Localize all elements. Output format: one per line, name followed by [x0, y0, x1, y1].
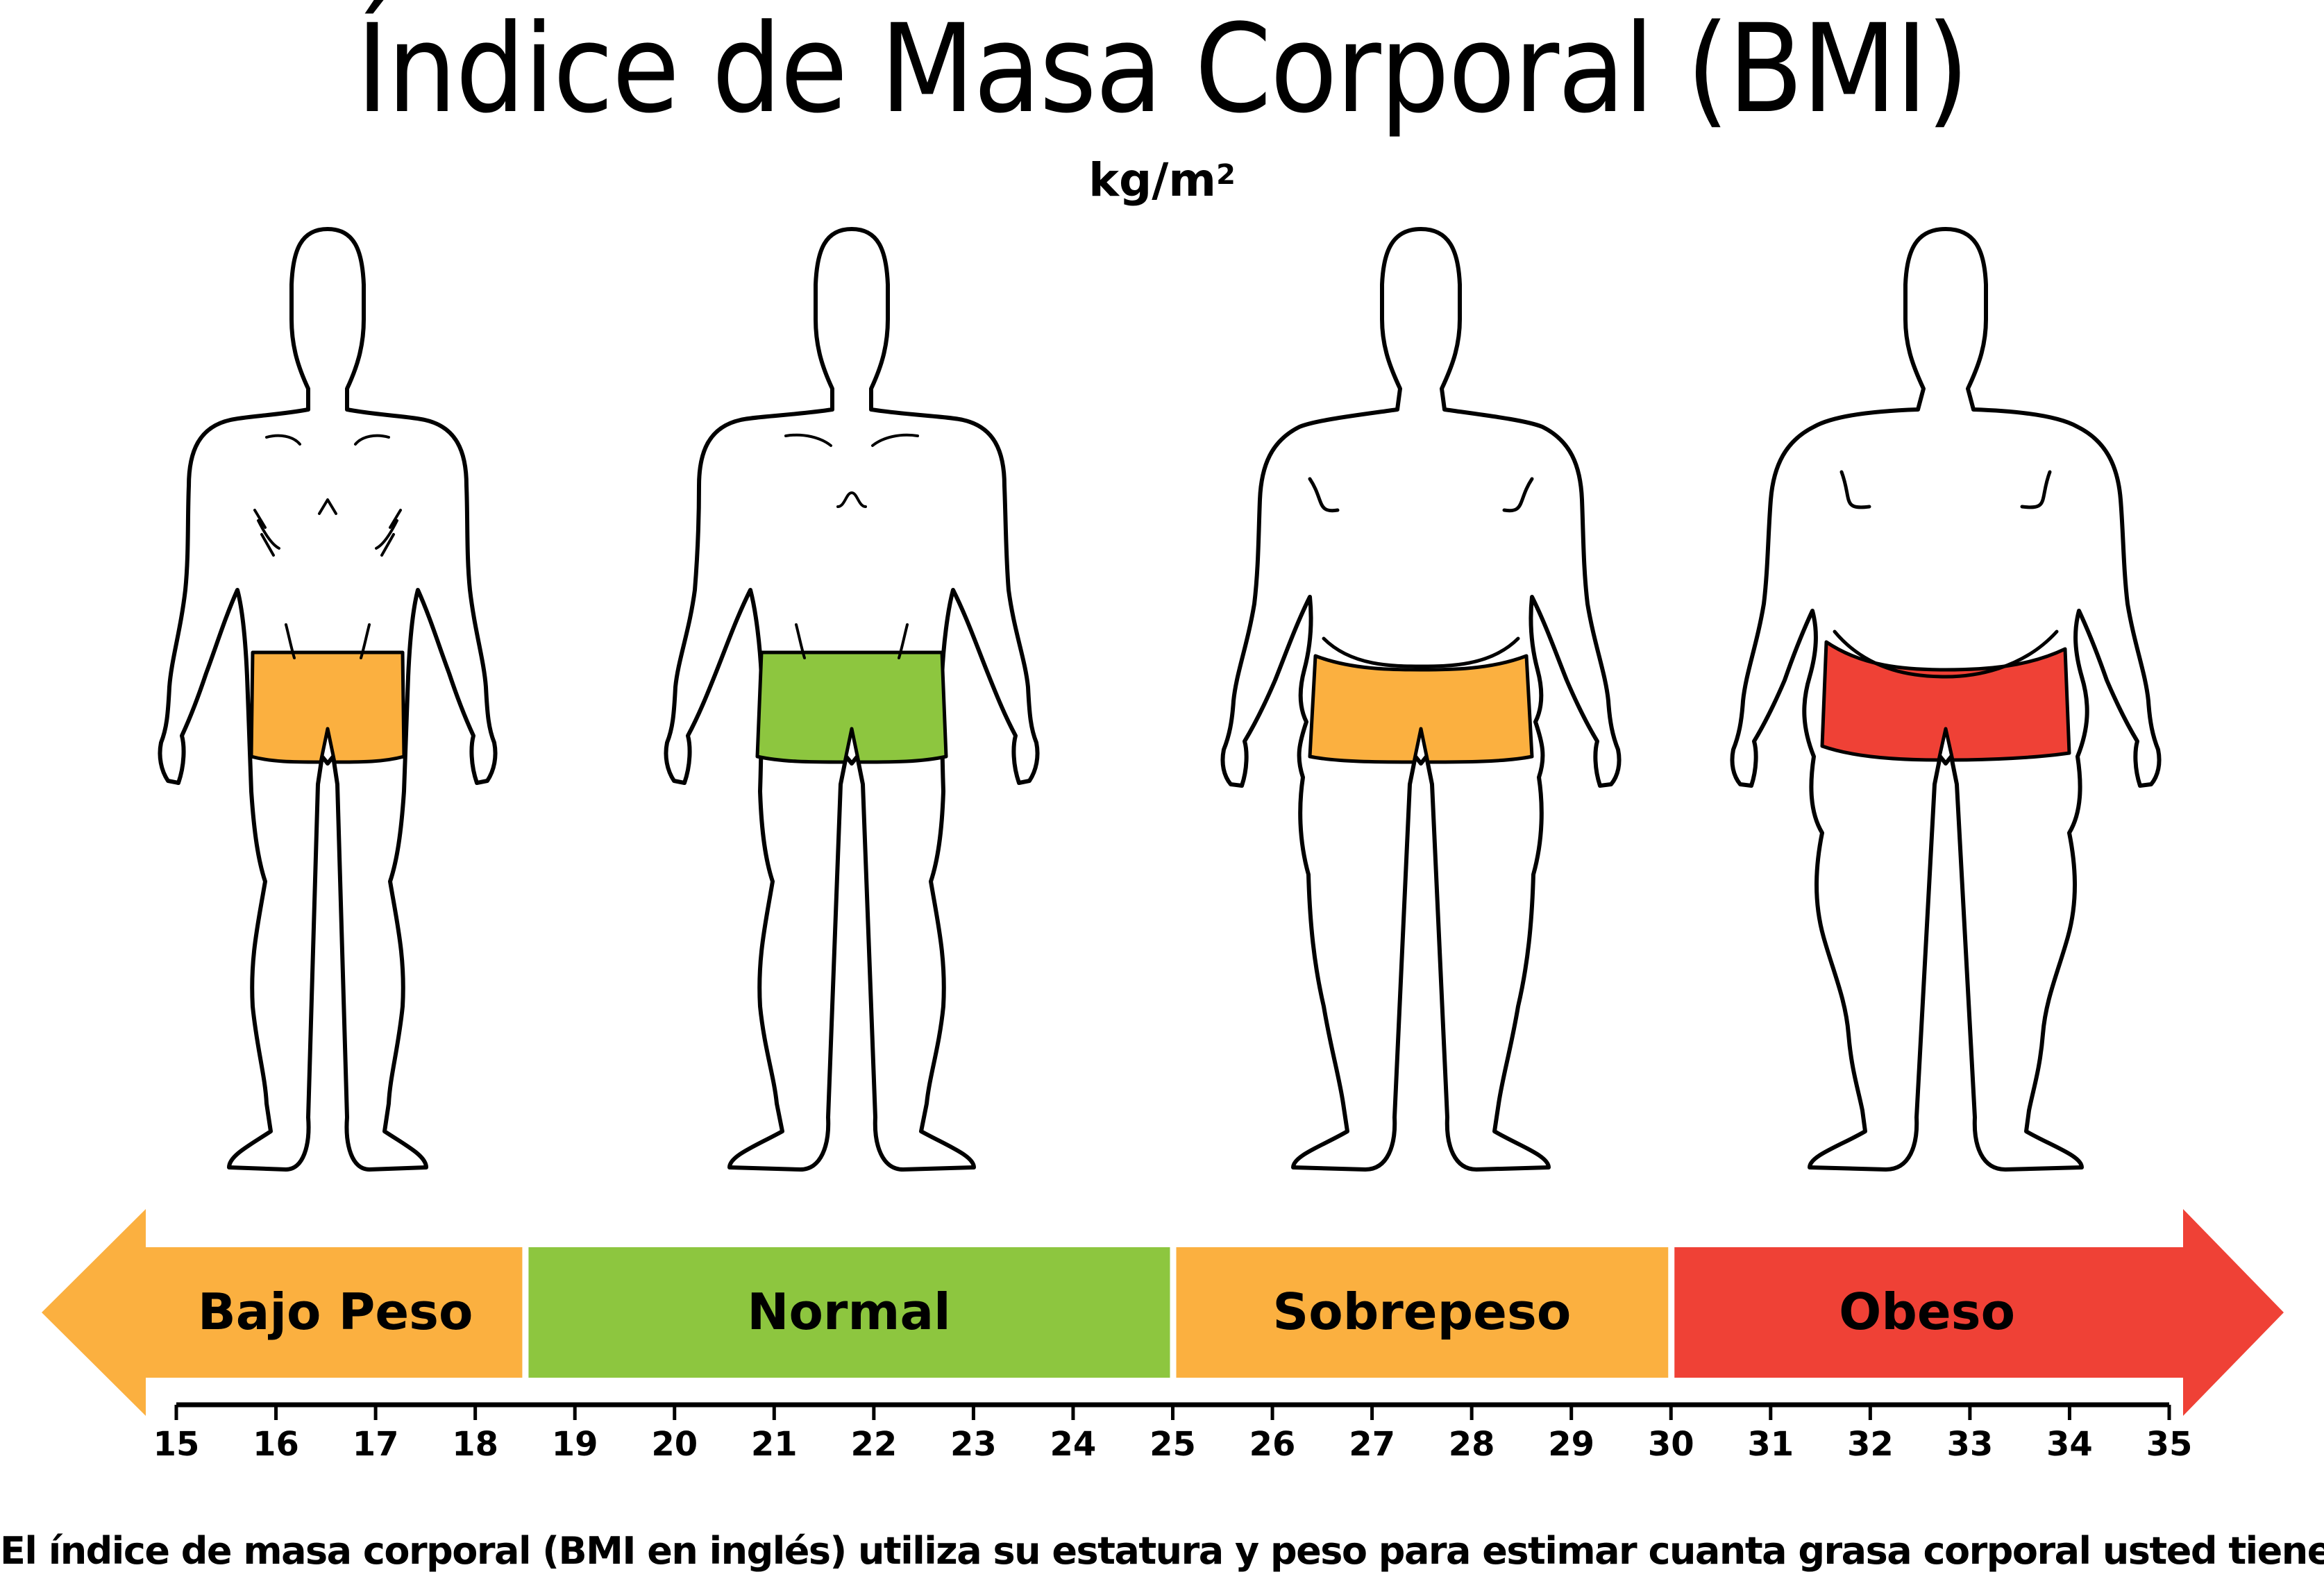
tick-label: 19: [551, 1425, 598, 1464]
scale-ticks: [174, 1405, 2171, 1420]
tick-label: 15: [153, 1425, 200, 1464]
scale-segment-normal: [528, 1247, 1170, 1378]
category-label: Bajo Peso: [197, 1283, 473, 1341]
shorts: [1308, 654, 1534, 764]
tick-label: 35: [2146, 1425, 2193, 1464]
tick-label: 26: [1249, 1425, 1296, 1464]
scale-segment-bajo-peso: [42, 1209, 523, 1416]
bmi-scale-bar: [42, 1209, 2284, 1416]
figure-normal: [666, 229, 1037, 1169]
scale-segment-obeso: [1674, 1209, 2284, 1416]
tick-label: 29: [1548, 1425, 1595, 1464]
tick-label: 32: [1846, 1425, 1894, 1464]
page-title: Índice de Masa Corporal (BMI): [356, 0, 1969, 140]
footnote: El índice de masa corporal (BMI en inglé…: [0, 1529, 2324, 1573]
tick-label: 34: [2046, 1425, 2093, 1464]
tick-label: 18: [452, 1425, 499, 1464]
category-label: Sobrepeso: [1272, 1283, 1572, 1341]
tick-label: 22: [850, 1425, 898, 1464]
figure-bajo-peso: [160, 229, 495, 1169]
tick-label: 27: [1349, 1425, 1395, 1464]
figure-sobrepeso: [1222, 229, 1619, 1169]
tick-label: 33: [1946, 1425, 1994, 1464]
tick-label: 31: [1747, 1425, 1794, 1464]
tick-label: 25: [1150, 1425, 1196, 1464]
category-label: Normal: [747, 1283, 951, 1341]
unit-superscript: 2: [1216, 159, 1236, 191]
tick-label: 17: [352, 1425, 399, 1464]
tick-label: 23: [950, 1425, 997, 1464]
shorts: [249, 650, 406, 764]
shorts: [1820, 640, 2071, 762]
tick-label: 20: [651, 1425, 698, 1464]
category-label: Obeso: [1839, 1283, 2016, 1341]
figure-obeso: [1732, 229, 2159, 1169]
scale-segment-sobrepeso: [1176, 1247, 1669, 1378]
unit-label: kg/m2: [0, 153, 2324, 208]
tick-label: 30: [1647, 1425, 1694, 1464]
tick-label: 24: [1050, 1425, 1097, 1464]
tick-label: 21: [750, 1425, 798, 1464]
unit-text: kg/m: [1088, 153, 1217, 207]
tick-label: 28: [1448, 1425, 1495, 1464]
shorts: [755, 650, 948, 764]
tick-label: 16: [253, 1425, 299, 1464]
